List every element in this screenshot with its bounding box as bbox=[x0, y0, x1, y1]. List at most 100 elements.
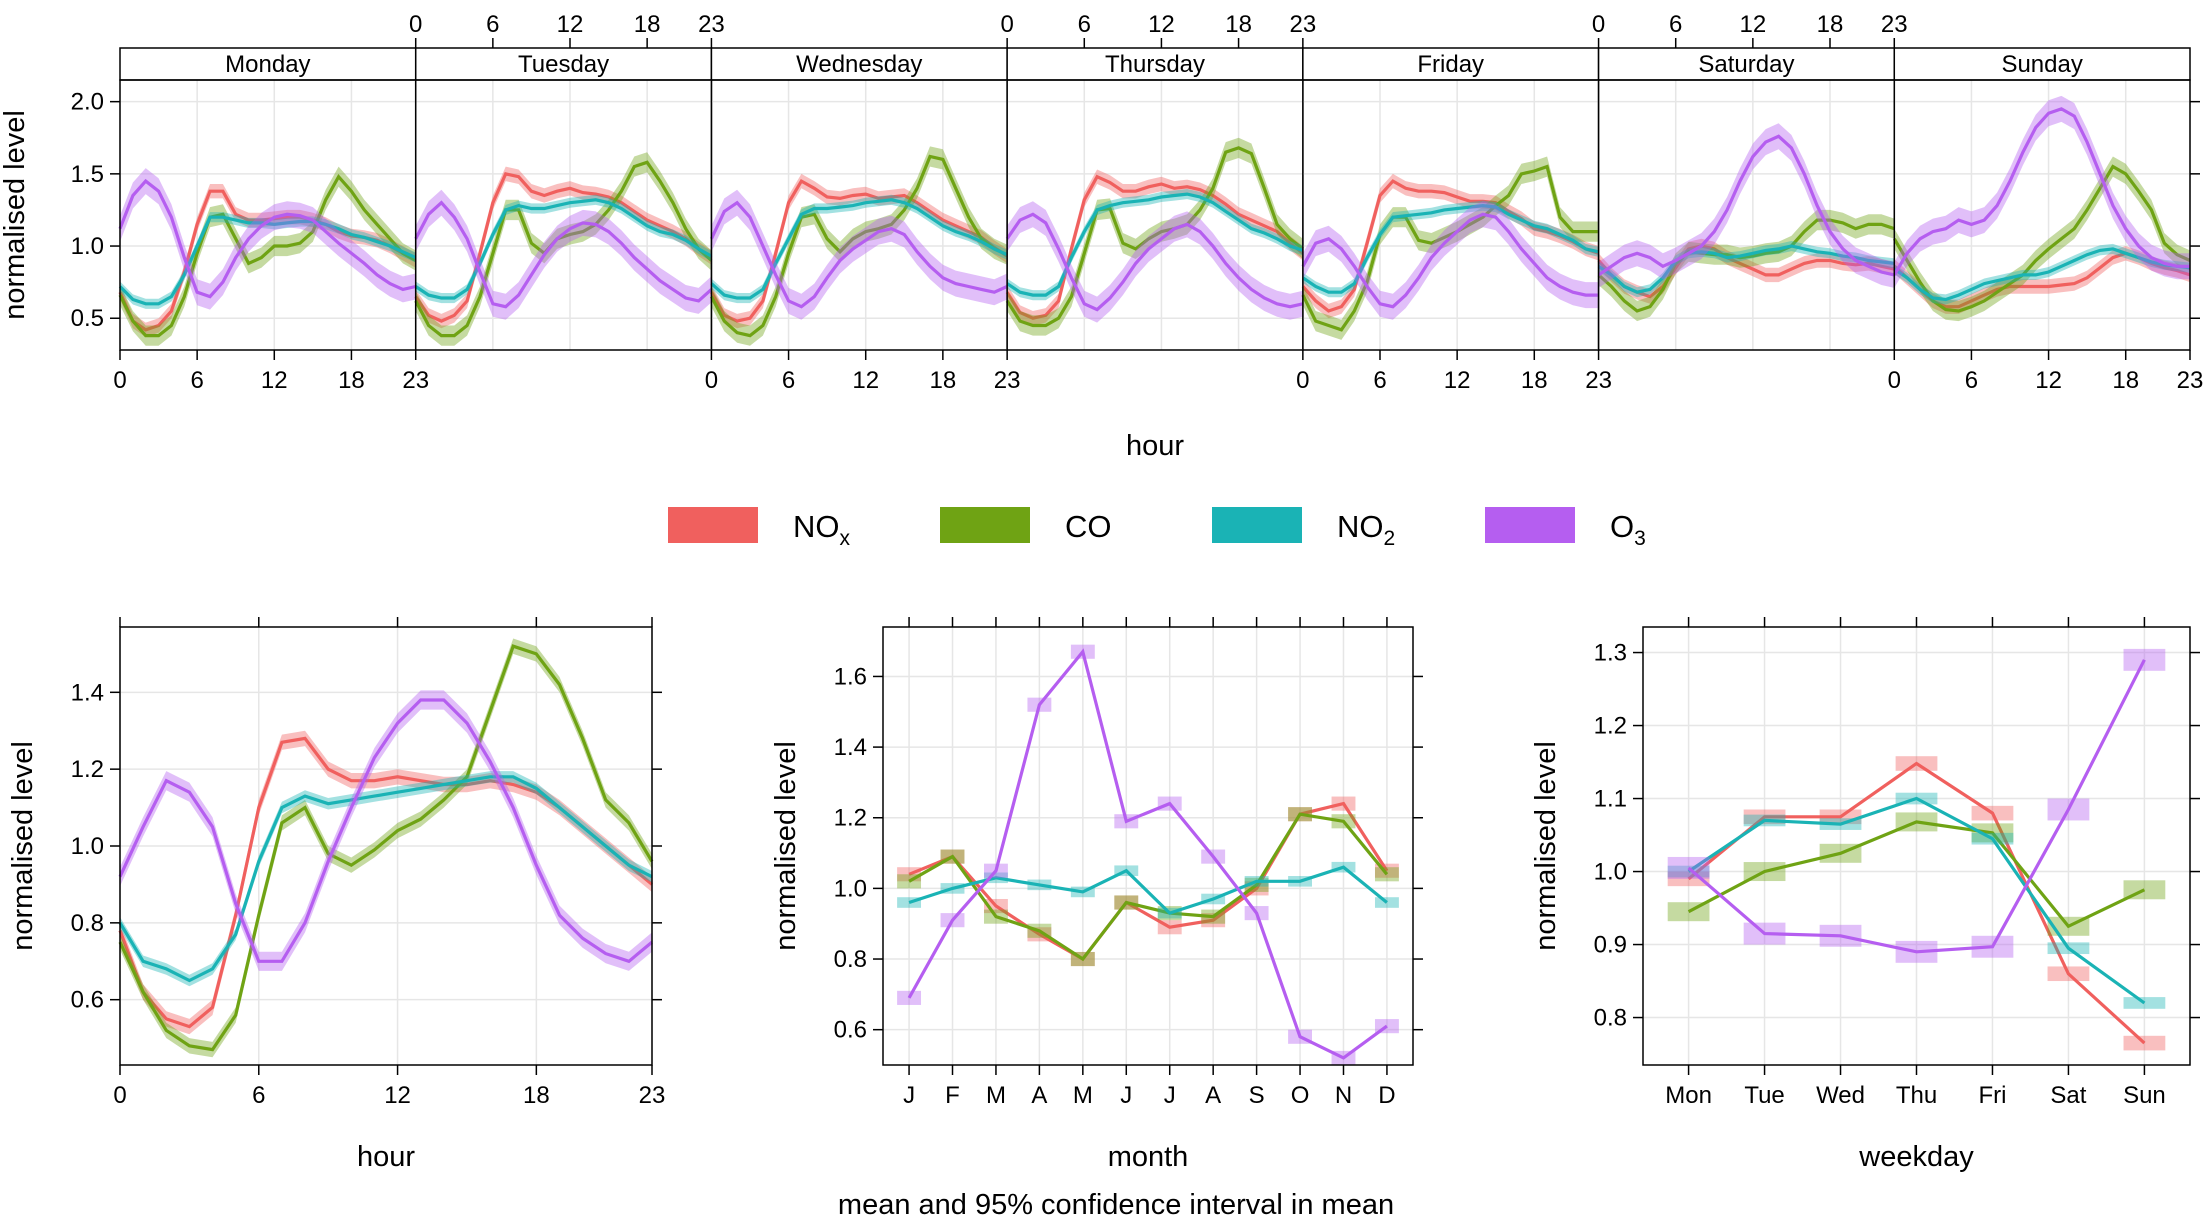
y-tick-label: 2.0 bbox=[71, 89, 104, 116]
y-tick-label: 0.8 bbox=[834, 946, 867, 973]
legend-label-o3: O3 bbox=[1610, 509, 1646, 550]
ci-box-no2 bbox=[897, 897, 922, 908]
x-tick-label: 23 bbox=[402, 367, 429, 394]
ci-band-co-monday bbox=[120, 166, 416, 346]
x-tick-label: M bbox=[986, 1082, 1006, 1109]
x-tick-label: 6 bbox=[190, 367, 203, 394]
ci-band-no2-thursday bbox=[1007, 189, 1303, 301]
y-tick-label: 1.2 bbox=[1594, 713, 1627, 740]
x-tick-label: 0 bbox=[1888, 367, 1901, 394]
x-tick-label: 6 bbox=[486, 11, 499, 38]
x-tick-label: J bbox=[903, 1082, 915, 1109]
y-tick-label: 1.3 bbox=[1594, 640, 1627, 667]
series-line-no2-sunday bbox=[1893, 247, 2191, 302]
strip-label: Thursday bbox=[1105, 51, 1205, 78]
strip-wednesday bbox=[710, 47, 1008, 81]
y-tick-label: 0.8 bbox=[71, 910, 104, 937]
series-line-o3-monday bbox=[118, 178, 417, 299]
series-line-nox-wednesday bbox=[710, 178, 1008, 323]
legend-label-subscript: x bbox=[840, 527, 851, 550]
legend-label-nox: NOx bbox=[793, 509, 851, 550]
x-tick-label: J bbox=[1164, 1082, 1176, 1109]
y-tick-label: 0.8 bbox=[1594, 1005, 1627, 1032]
ci-band-no2-friday bbox=[1302, 200, 1599, 298]
series-line-nox-friday bbox=[1301, 179, 1600, 313]
ci-band-co-friday bbox=[1302, 156, 1599, 340]
y-tick-label: 1.1 bbox=[1594, 786, 1627, 813]
series-line-co-monday bbox=[118, 173, 417, 338]
series-line-no2-saturday bbox=[1597, 244, 1895, 294]
x-tick-label: 0 bbox=[1000, 11, 1013, 38]
ci-box-no2 bbox=[1374, 897, 1399, 908]
series-line-no2-monday bbox=[118, 215, 417, 306]
figure-caption: mean and 95% confidence interval in mean bbox=[838, 1189, 1394, 1221]
legend: NOx CO NO2 O3 bbox=[668, 507, 1646, 550]
series-line-o3 bbox=[118, 698, 654, 964]
x-tick-label: 0 bbox=[705, 367, 718, 394]
legend-label-base: NO bbox=[1337, 509, 1384, 544]
ci-box-no2 bbox=[1667, 865, 1710, 878]
y-tick-label: 1.2 bbox=[71, 756, 104, 783]
ci-band-o3 bbox=[120, 690, 652, 971]
series-line-o3-tuesday bbox=[414, 200, 713, 309]
x-tick-label: 12 bbox=[1148, 11, 1175, 38]
series-line-o3-sunday bbox=[1892, 107, 2190, 276]
strip-label: Tuesday bbox=[518, 51, 609, 78]
ci-band-co-tuesday bbox=[415, 152, 712, 346]
x-tick-label: 6 bbox=[1669, 11, 1682, 38]
legend-label-base: NO bbox=[793, 509, 840, 544]
legend-label-subscript: 2 bbox=[1384, 527, 1396, 550]
x-tick-label: 18 bbox=[930, 367, 957, 394]
strip-label: Monday bbox=[225, 51, 310, 78]
x-tick-label: O bbox=[1291, 1082, 1310, 1109]
x-tick-label: Fri bbox=[1978, 1082, 2006, 1109]
series-line-co-saturday bbox=[1597, 218, 1895, 313]
weekday-panel: Mon Tue Wed Thu Fri Sat Sun 0.8 0.9 1.0 1.1 1.2 1.3 w… bbox=[1530, 617, 2200, 1173]
x-tick-label: Mon bbox=[1665, 1082, 1712, 1109]
ci-band-o3-thursday bbox=[1007, 201, 1303, 323]
series-line-co-wednesday bbox=[709, 154, 1008, 338]
x-tick-label: J bbox=[1120, 1082, 1132, 1109]
series-line-co bbox=[908, 812, 1389, 962]
y-tick-label: 1.6 bbox=[834, 663, 867, 690]
strip-label: Friday bbox=[1417, 51, 1484, 78]
series-line-co-friday bbox=[1301, 164, 1599, 332]
ci-band-no2-saturday bbox=[1598, 241, 1895, 298]
y-tick-label: 1.0 bbox=[834, 875, 867, 902]
y-tick-label: 0.6 bbox=[834, 1017, 867, 1044]
x-tick-label: Wed bbox=[1816, 1082, 1865, 1109]
series-line-o3 bbox=[1687, 659, 2146, 954]
legend-label-subscript: 3 bbox=[1634, 527, 1646, 550]
x-tick-label: 23 bbox=[2177, 367, 2204, 394]
series-line-co-tuesday bbox=[414, 160, 713, 338]
x-tick-label: Thu bbox=[1896, 1082, 1937, 1109]
y-tick-label: 0.6 bbox=[71, 987, 104, 1014]
strip-sunday bbox=[1893, 47, 2191, 81]
x-tick-label: 12 bbox=[557, 11, 584, 38]
ci-band-o3-monday bbox=[120, 168, 416, 310]
legend-label-base: CO bbox=[1065, 509, 1112, 544]
x-tick-label: 0 bbox=[409, 11, 422, 38]
x-tick-label: 12 bbox=[2035, 367, 2062, 394]
x-axis-label: hour bbox=[1126, 430, 1184, 462]
x-tick-label: 23 bbox=[1585, 367, 1612, 394]
x-tick-label: 18 bbox=[1225, 11, 1252, 38]
series-line-o3-wednesday bbox=[709, 200, 1008, 309]
ci-band-co bbox=[120, 638, 652, 1058]
x-tick-label: 18 bbox=[338, 367, 365, 394]
x-tick-label: 12 bbox=[852, 367, 879, 394]
series-line-nox-saturday bbox=[1597, 244, 1895, 299]
x-tick-label: 6 bbox=[252, 1082, 265, 1109]
x-tick-label: A bbox=[1205, 1082, 1221, 1109]
ci-band-no2-tuesday bbox=[415, 194, 712, 304]
x-tick-label: A bbox=[1031, 1082, 1047, 1109]
series-line-nox-tuesday bbox=[414, 172, 713, 323]
x-tick-label: N bbox=[1335, 1082, 1352, 1109]
y-axis-label: normalised level bbox=[770, 741, 802, 951]
series-line-co-thursday bbox=[1005, 146, 1304, 328]
y-axis-label: normalised level bbox=[7, 741, 39, 951]
y-tick-label: 1.4 bbox=[834, 734, 867, 761]
x-tick-label: D bbox=[1378, 1082, 1395, 1109]
ci-band-o3-sunday bbox=[1894, 95, 2190, 288]
